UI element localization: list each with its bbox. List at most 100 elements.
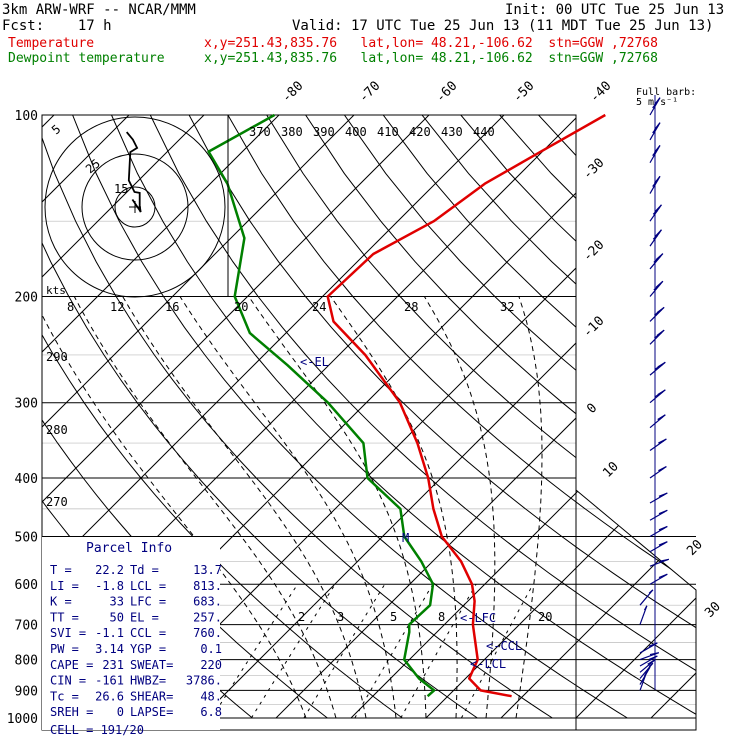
dewpoint-legend-info: x,y=251.43,835.76 lat,lon= 48.21,-106.62… bbox=[204, 51, 658, 66]
parcel-value: 22.2 bbox=[95, 563, 124, 577]
wind-barb-flag bbox=[659, 558, 669, 562]
wind-barb bbox=[649, 466, 667, 479]
parcel-info-panel: Parcel Info T = 22.2 Td = 13.7 LI = -1.8 LCL = 8… bbox=[42, 537, 222, 737]
isotherm--90 bbox=[42, 115, 205, 719]
parcel-key: SREH = bbox=[50, 705, 93, 719]
init-time: Init: 00 UTC Tue 25 Jun 13 bbox=[505, 2, 725, 18]
pressure-tick-label: 200 bbox=[15, 291, 38, 306]
wind-barb-flag bbox=[647, 658, 656, 665]
parcel-key: CCL = bbox=[130, 626, 166, 640]
isotherm-30 bbox=[500, 115, 696, 719]
parcel-value: 760. bbox=[193, 626, 222, 640]
wind-barb-flag bbox=[652, 100, 659, 109]
lfc-annotation: <-LFC bbox=[460, 611, 496, 625]
isotherm--80 bbox=[42, 115, 280, 719]
moist-adiabat-24 bbox=[330, 296, 458, 719]
wind-barb bbox=[649, 541, 668, 553]
mixing-ratio-3 bbox=[250, 583, 336, 719]
wind-barb bbox=[649, 229, 662, 247]
hodograph-speed-label: 12 bbox=[110, 300, 124, 314]
parcel-value: 231 bbox=[102, 658, 124, 672]
isotherm-tick-label: -20 bbox=[580, 238, 607, 265]
parcel-info-row: Tc = 26.6 SHEAR= 48. bbox=[50, 689, 222, 703]
parcel-value: 48. bbox=[200, 689, 222, 703]
isotherm-tick-label: -30 bbox=[580, 156, 607, 183]
parcel-value: 0.1 bbox=[200, 642, 222, 656]
pressure-tick-label: 1000 bbox=[7, 712, 38, 727]
hodograph-speed-label: 28 bbox=[404, 300, 418, 314]
parcel-info-row: SREH = 0 LAPSE= 6.8 bbox=[50, 705, 222, 719]
parcel-key: SHEAR= bbox=[130, 689, 173, 703]
mixing-ratio-8 bbox=[354, 583, 434, 719]
hodograph-speed-label: 32 bbox=[500, 300, 514, 314]
wind-barb-flag bbox=[648, 642, 658, 647]
forecast-hour: Fcst: 17 h bbox=[2, 18, 112, 34]
dry-adiabat-330 bbox=[111, 115, 696, 719]
theta-tick-label: 390 bbox=[313, 125, 335, 139]
parcel-value: 0 bbox=[117, 705, 124, 719]
parcel-value: -1.8 bbox=[95, 579, 124, 593]
pressure-tick-label: 900 bbox=[15, 684, 38, 699]
model-title: 3km ARW-WRF -- NCAR/MMM bbox=[2, 2, 196, 18]
isotherm-tick-label: 20 bbox=[684, 537, 706, 559]
dry-adiabat-410 bbox=[421, 115, 696, 719]
dry-adiabat-380 bbox=[305, 115, 696, 719]
isotherm--70 bbox=[42, 115, 355, 719]
hodograph-speed-label: 16 bbox=[165, 300, 179, 314]
left-theta-label: 290 bbox=[46, 350, 68, 364]
wind-barb bbox=[649, 329, 665, 345]
wind-barb-flag bbox=[653, 235, 658, 240]
wind-barb bbox=[649, 361, 666, 376]
wind-barb bbox=[649, 122, 661, 141]
isotherm-tick-label: -80 bbox=[279, 79, 306, 106]
parcel-value: 50 bbox=[110, 610, 124, 624]
parcel-value: -161 bbox=[95, 674, 124, 688]
profiles bbox=[207, 113, 606, 698]
wind-barb-flag bbox=[659, 542, 665, 546]
parcel-key: LI = bbox=[50, 579, 79, 593]
dry-adiabat-390 bbox=[343, 115, 696, 719]
wind-barb bbox=[649, 492, 668, 504]
hodograph-speed-label: 8 bbox=[67, 300, 74, 314]
wind-barb-flag bbox=[658, 573, 668, 579]
parcel-value: 3.14 bbox=[95, 642, 124, 656]
parcel-info-row: CIN = -161 HWBZ= 3786. bbox=[50, 674, 222, 688]
wind-barb bbox=[639, 662, 654, 679]
wind-barb-flag bbox=[654, 332, 662, 339]
wind-barb-flag bbox=[654, 258, 659, 263]
isotherm-tick-label: 30 bbox=[702, 599, 724, 621]
parcel-key: PW = bbox=[50, 642, 79, 656]
isotherm-tick-label: -40 bbox=[587, 79, 614, 106]
ccl-annotation: <-CCL bbox=[486, 639, 522, 653]
theta-tick-label: 400 bbox=[345, 125, 367, 139]
wind-barb-flag bbox=[658, 468, 664, 472]
wind-barb bbox=[649, 253, 664, 270]
parcel-value: 13.7 bbox=[193, 563, 222, 577]
dewpoint-legend-label: Dewpoint temperature bbox=[8, 51, 165, 66]
mixing-ratio-label: 8 bbox=[438, 610, 445, 624]
dry-adiabat-350 bbox=[188, 115, 696, 719]
dry-adiabat-430 bbox=[499, 115, 696, 719]
parcel-value: 220 bbox=[200, 658, 222, 672]
pressure-tick-label: 100 bbox=[15, 109, 38, 124]
dry-adiabat-370 bbox=[266, 115, 696, 719]
pressure-tick-label: 400 bbox=[15, 472, 38, 487]
wind-barbs bbox=[639, 95, 669, 691]
parcel-info-row: SVI = -1.1 CCL = 760. bbox=[50, 626, 222, 640]
parcel-key: Tc = bbox=[50, 689, 79, 703]
hodograph: 5 25 15 kts bbox=[44, 115, 229, 298]
wind-barb-flag bbox=[648, 589, 654, 594]
hodograph-speed-label: 20 bbox=[234, 300, 248, 314]
parcel-info-row: PW = 3.14 YGP = 0.1 bbox=[50, 642, 222, 656]
wind-barb-flag bbox=[652, 179, 659, 187]
dry-adiabat-450 bbox=[576, 115, 696, 719]
wind-barb bbox=[649, 509, 668, 521]
parcel-info-row: T = 22.2 Td = 13.7 bbox=[50, 563, 222, 577]
wind-barb bbox=[639, 652, 659, 661]
theta-tick-label: 380 bbox=[281, 125, 303, 139]
wind-barb-flag bbox=[659, 527, 665, 531]
valid-time: Valid: 17 UTC Tue 25 Jun 13 (11 MDT Tue … bbox=[292, 18, 714, 34]
isotherm--50 bbox=[42, 115, 505, 719]
parcel-key: T = bbox=[50, 563, 72, 577]
